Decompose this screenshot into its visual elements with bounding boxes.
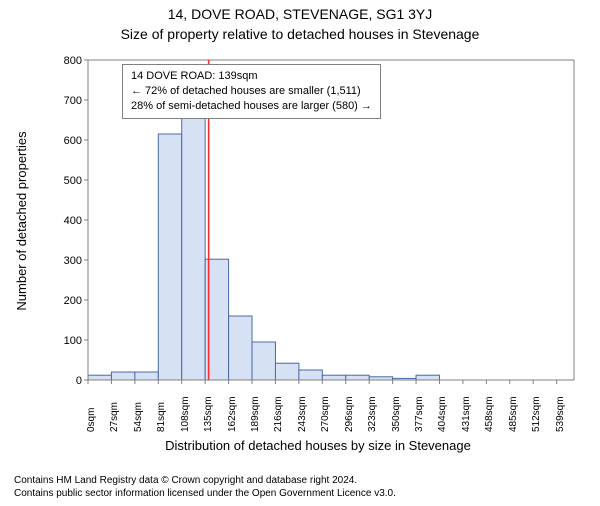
x-tick-label: 377sqm <box>414 396 425 432</box>
footer-line-2: Contains public sector information licen… <box>14 488 592 501</box>
x-tick-label: 108sqm <box>180 396 191 432</box>
histogram-plot: 0100200300400500600700800 14 DOVE ROAD: … <box>58 56 578 386</box>
page-title-line2: Size of property relative to detached ho… <box>0 26 600 42</box>
x-tick-label: 539sqm <box>555 396 566 432</box>
x-tick-label: 296sqm <box>344 396 355 432</box>
x-tick-label: 54sqm <box>133 402 144 432</box>
x-tick-label: 270sqm <box>320 396 331 432</box>
x-axis-caption: Distribution of detached houses by size … <box>58 438 578 453</box>
footer-line-1: Contains HM Land Registry data © Crown c… <box>14 475 592 488</box>
svg-text:300: 300 <box>64 255 82 267</box>
x-tick-label: 512sqm <box>531 396 542 432</box>
y-axis-label: Number of detached properties <box>14 56 29 386</box>
annotation-line-3: 28% of semi-detached houses are larger (… <box>131 99 372 114</box>
chart-annotation-box: 14 DOVE ROAD: 139sqm ← 72% of detached h… <box>122 64 381 119</box>
svg-text:500: 500 <box>64 175 82 187</box>
page-title-line1: 14, DOVE ROAD, STEVENAGE, SG1 3YJ <box>0 6 600 22</box>
x-tick-label: 0sqm <box>86 408 97 432</box>
svg-text:400: 400 <box>64 215 82 227</box>
x-tick-label: 431sqm <box>461 396 472 432</box>
x-tick-label: 404sqm <box>437 396 448 432</box>
annotation-line-2: ← 72% of detached houses are smaller (1,… <box>131 84 372 99</box>
x-tick-label: 135sqm <box>203 396 214 432</box>
x-axis-tick-labels: 0sqm 27sqm 54sqm 81sqm 108sqm 135sqm 162sqm 189… <box>58 384 578 444</box>
x-tick-label: 323sqm <box>367 396 378 432</box>
x-tick-label: 81sqm <box>156 402 167 432</box>
x-tick-label: 485sqm <box>508 396 519 432</box>
x-tick-label: 243sqm <box>297 396 308 432</box>
x-tick-label: 27sqm <box>109 402 120 432</box>
x-tick-label: 162sqm <box>227 396 238 432</box>
annotation-line-1: 14 DOVE ROAD: 139sqm <box>131 69 372 84</box>
svg-text:800: 800 <box>64 56 82 67</box>
svg-text:700: 700 <box>64 95 82 107</box>
x-tick-label: 189sqm <box>250 396 261 432</box>
x-tick-label: 350sqm <box>391 396 402 432</box>
svg-text:200: 200 <box>64 295 82 307</box>
svg-text:600: 600 <box>64 135 82 147</box>
x-tick-label: 216sqm <box>273 396 284 432</box>
footer: Contains HM Land Registry data © Crown c… <box>14 475 592 500</box>
svg-text:100: 100 <box>64 335 82 347</box>
x-tick-label: 458sqm <box>484 396 495 432</box>
